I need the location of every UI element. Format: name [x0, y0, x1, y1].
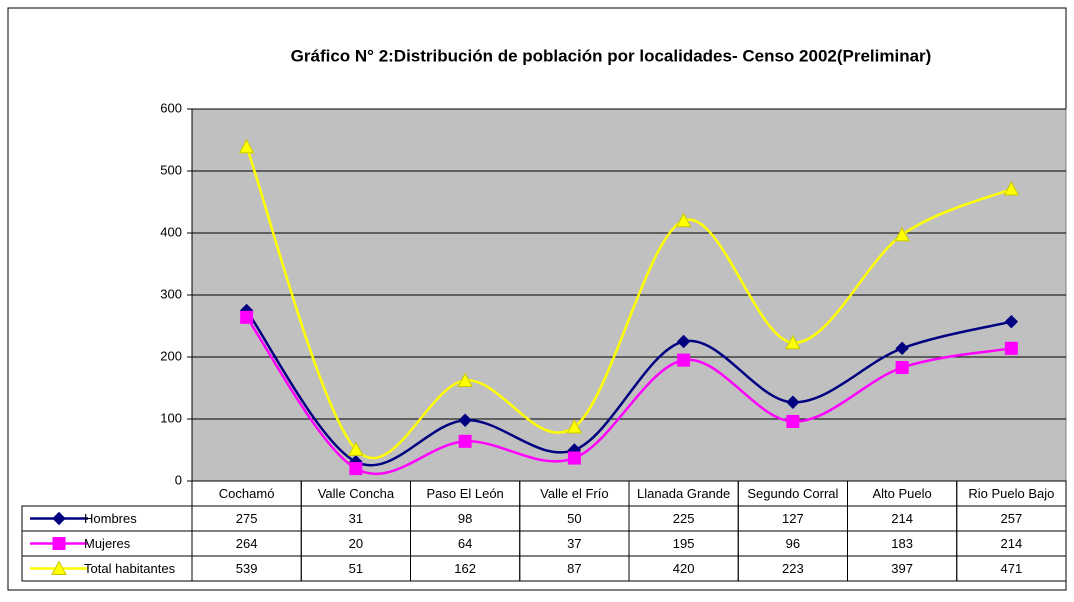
marker: [458, 434, 472, 448]
marker: [348, 441, 364, 456]
x-tick-label: Alto Puelo: [872, 486, 931, 501]
table-value: 257: [1001, 511, 1023, 526]
table-value: 264: [236, 536, 258, 551]
legend-label: Total habitantes: [84, 561, 176, 576]
marker: [567, 451, 581, 465]
x-tick-label: Segundo Corral: [747, 486, 838, 501]
table-value: 214: [1001, 536, 1023, 551]
chart-title: Gráfico N° 2:Distribución de población p…: [291, 46, 932, 65]
marker: [52, 537, 66, 550]
x-tick-label: Rio Puelo Bajo: [968, 486, 1054, 501]
marker: [675, 212, 692, 228]
table-value: 275: [236, 511, 258, 526]
table-value: 195: [673, 536, 695, 551]
marker: [894, 226, 910, 242]
marker: [1004, 314, 1019, 329]
x-tick-label: Paso El León: [426, 486, 503, 501]
marker: [1004, 341, 1018, 355]
table-value: 223: [782, 561, 804, 576]
table-value: 50: [567, 511, 581, 526]
marker: [566, 419, 583, 434]
x-tick-label: Llanada Grande: [637, 486, 730, 501]
marker: [52, 511, 66, 526]
legend-label: Mujeres: [84, 536, 131, 551]
marker: [895, 361, 909, 375]
y-tick-label: 500: [160, 162, 182, 177]
table-value: 20: [349, 536, 363, 551]
table-cell: [956, 555, 1067, 582]
marker: [786, 395, 800, 409]
y-tick-label: 600: [160, 100, 182, 115]
y-tick-label: 300: [160, 286, 182, 301]
marker: [786, 414, 800, 428]
table-value: 37: [567, 536, 581, 551]
marker: [51, 560, 67, 575]
marker: [1003, 180, 1020, 196]
table-value: 471: [1001, 561, 1023, 576]
y-tick-label: 400: [160, 224, 182, 239]
y-tick-label: 100: [160, 410, 182, 425]
x-tick-label: Valle el Frío: [540, 486, 608, 501]
table-value: 31: [349, 511, 363, 526]
table-value: 51: [349, 561, 363, 576]
marker: [895, 341, 909, 356]
x-tick-label: Cochamó: [219, 486, 275, 501]
y-tick-label: 0: [175, 472, 182, 487]
legend-label: Hombres: [84, 511, 137, 526]
series-line: [245, 146, 1012, 460]
marker: [238, 138, 255, 154]
marker: [676, 334, 691, 349]
x-tick-label: Valle Concha: [318, 486, 395, 501]
marker: [240, 310, 254, 324]
table-value: 420: [673, 561, 695, 576]
table-value: 162: [454, 561, 476, 576]
table-value: 397: [891, 561, 913, 576]
marker: [349, 462, 363, 476]
table-value: 64: [458, 536, 472, 551]
table-value: 98: [458, 511, 472, 526]
table-value: 539: [236, 561, 258, 576]
table-value: 96: [786, 536, 800, 551]
y-tick-label: 200: [160, 348, 182, 363]
marker: [458, 413, 472, 427]
table-value: 127: [782, 511, 804, 526]
table-value: 183: [891, 536, 913, 551]
table-value: 87: [567, 561, 581, 576]
marker: [785, 334, 801, 350]
marker: [457, 372, 473, 388]
table-value: 214: [891, 511, 913, 526]
table-value: 225: [673, 511, 695, 526]
marker: [677, 353, 691, 367]
